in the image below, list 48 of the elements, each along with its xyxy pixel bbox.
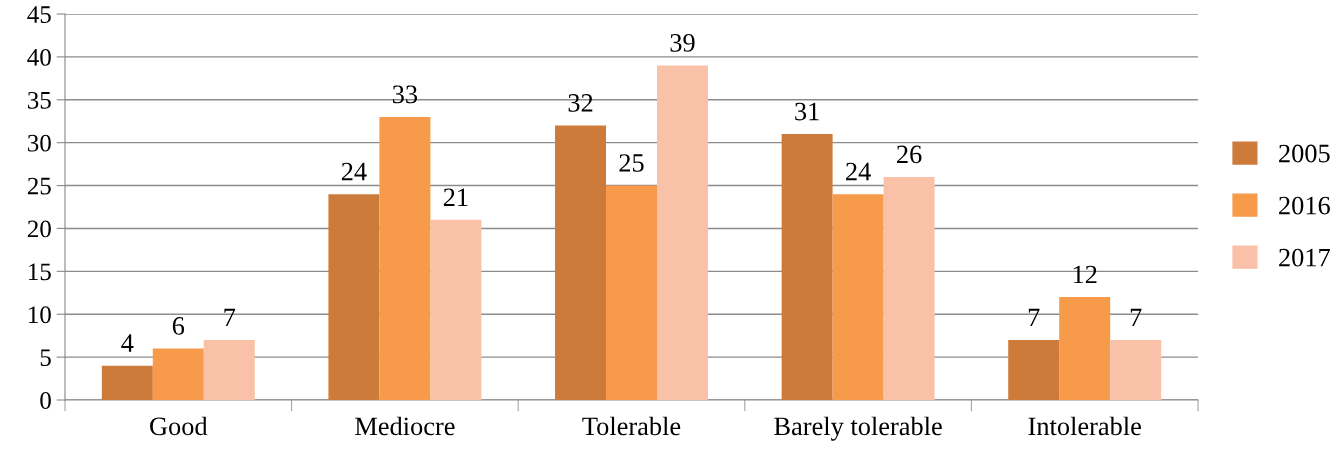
bar — [606, 185, 657, 400]
bar — [883, 176, 935, 400]
data-label: 24 — [341, 162, 367, 181]
x-tick-label: Barely tolerable — [774, 416, 942, 441]
bar — [152, 348, 204, 400]
bar — [555, 125, 607, 400]
bar — [781, 134, 833, 400]
data-label: 4 — [121, 334, 134, 352]
legend-label: 2017 — [1279, 248, 1330, 267]
bar — [1059, 297, 1111, 400]
data-label: 7 — [1130, 308, 1142, 326]
bar — [1008, 339, 1060, 400]
data-label: 24 — [846, 162, 871, 181]
bar — [832, 194, 884, 400]
data-label: 26 — [897, 145, 922, 164]
data-label: 25 — [619, 154, 644, 172]
y-tick-label: 40 — [27, 48, 51, 66]
data-label: 12 — [1073, 265, 1097, 284]
bar — [656, 65, 708, 400]
x-tick-label: Tolerable — [582, 416, 681, 436]
bar — [328, 194, 380, 400]
x-tick-label: Good — [150, 416, 208, 436]
y-tick-label: 30 — [28, 134, 51, 152]
bar — [430, 219, 482, 400]
y-tick-label: 35 — [28, 91, 51, 109]
bar — [101, 365, 153, 400]
bar — [203, 339, 255, 400]
y-tick-label: 5 — [40, 349, 51, 367]
data-label: 7 — [224, 308, 236, 326]
data-label: 6 — [172, 317, 185, 335]
data-label: 39 — [670, 34, 695, 52]
y-tick-label: 20 — [27, 220, 51, 238]
y-tick-label: 25 — [27, 177, 51, 195]
data-label: 32 — [568, 94, 593, 112]
data-label: 33 — [392, 85, 418, 104]
bar — [1110, 339, 1162, 400]
data-label: 31 — [795, 102, 819, 121]
x-tick-label: Intolerable — [1028, 416, 1141, 436]
y-tick-label: 15 — [29, 263, 51, 281]
y-tick-label: 45 — [27, 6, 51, 23]
y-tick-label: 0 — [40, 392, 51, 409]
bar — [379, 116, 431, 400]
y-tick-label: 10 — [29, 306, 51, 324]
data-label: 21 — [443, 188, 468, 206]
x-tick-label: Mediocre — [355, 416, 455, 436]
legend-label: 2005 — [1279, 144, 1330, 163]
legend-label: 2016 — [1279, 196, 1330, 215]
data-label: 7 — [1028, 308, 1040, 326]
